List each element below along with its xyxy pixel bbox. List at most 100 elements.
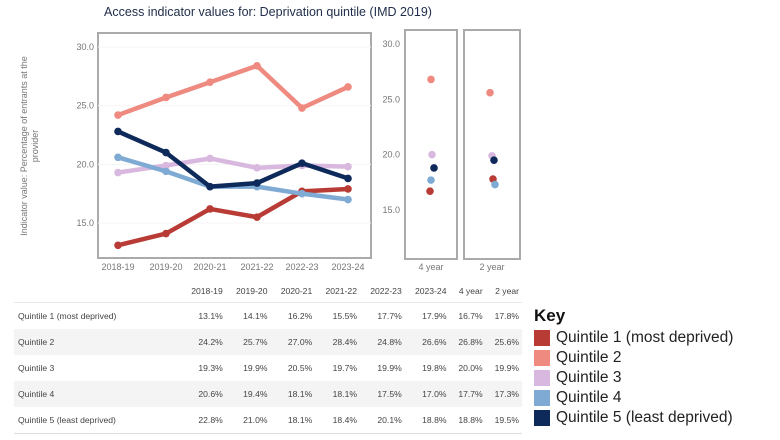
table-cell: 15.5%	[332, 311, 357, 321]
column-header: 2021-22	[325, 286, 357, 296]
aggregate-point	[491, 180, 499, 189]
row-label: Quintile 1 (most deprived)	[18, 311, 117, 321]
y-tick-label: 25.0	[76, 101, 94, 111]
table-cell: 17.0%	[422, 389, 447, 399]
x-tick-label: 2019-20	[149, 262, 182, 272]
data-point	[162, 93, 170, 102]
legend-swatch	[534, 350, 550, 366]
table-row: Quintile 5 (least deprived) 22.8% 21.0% 18.…	[14, 407, 522, 434]
table-cell: 21.0%	[243, 415, 268, 425]
table-cell: 18.1%	[332, 389, 357, 399]
table-cell: 16.7%	[458, 311, 483, 321]
data-point	[114, 127, 122, 136]
table-cell: 17.8%	[494, 311, 519, 321]
data-point	[253, 179, 261, 187]
column-header: 2020-21	[280, 286, 313, 296]
column-header: 2019-20	[235, 286, 268, 296]
legend-label: Quintile 2	[556, 349, 622, 366]
column-header: 4 year	[458, 286, 483, 296]
table-cell: 17.7%	[377, 311, 402, 321]
aggregate-point	[426, 187, 434, 195]
data-point	[206, 205, 214, 213]
table-cell: 18.4%	[332, 415, 357, 425]
legend-item: Quintile 5 (least deprived)	[534, 408, 733, 428]
side-y-tick-label: 25.0	[382, 94, 400, 104]
table-cell: 18.1%	[287, 415, 313, 425]
aggregate-point	[486, 88, 494, 97]
data-point	[344, 162, 352, 171]
data-point	[253, 213, 261, 221]
legend: Key Quintile 1 (most deprived) Quintile 2…	[534, 306, 733, 428]
table-cell: 18.8%	[458, 415, 483, 425]
legend-title: Key	[534, 306, 566, 325]
table-cell: 19.5%	[494, 415, 519, 425]
table-cell: 24.8%	[377, 337, 402, 347]
data-point	[344, 83, 352, 91]
aggregate-point	[427, 176, 435, 184]
data-point	[162, 167, 170, 176]
column-header: 2 year	[495, 286, 519, 296]
table-cell: 19.9%	[243, 363, 268, 373]
column-header	[14, 280, 181, 303]
table-cell: 25.6%	[494, 337, 519, 347]
data-point	[344, 185, 352, 193]
table-cell: 20.5%	[287, 363, 313, 373]
data-point	[162, 229, 170, 238]
table-cell: 28.4%	[332, 337, 357, 347]
table-row: Quintile 4 20.6% 19.4% 18.1% 18.1% 17.5% 17.0%…	[14, 381, 522, 407]
table-cell: 26.6%	[422, 337, 447, 347]
row-label: Quintile 5 (least deprived)	[18, 415, 116, 425]
data-point	[114, 168, 122, 177]
data-point	[298, 104, 306, 112]
y-tick-label: 30.0	[76, 42, 94, 52]
side-y-tick-label: 20.0	[382, 150, 400, 160]
x-tick-label: 2021-22	[240, 262, 273, 272]
x-tick-label: 2018-19	[101, 262, 134, 272]
table-row: Quintile 1 (most deprived) 13.1% 14.1% 16.2…	[14, 303, 522, 330]
row-label: Quintile 3	[18, 363, 55, 373]
y-tick-label: 20.0	[76, 159, 94, 169]
legend-swatch	[534, 330, 550, 346]
data-point	[344, 195, 352, 204]
column-header: 2022-23	[370, 286, 402, 296]
x-tick-label: 4 year	[418, 262, 443, 272]
table-cell: 26.8%	[458, 337, 483, 347]
data-table: 2018-19 2019-20 2020-21 2021-22 2022-23 2023-…	[14, 280, 522, 434]
side-panel-frame	[404, 29, 458, 260]
aggregate-point	[490, 156, 498, 164]
aggregate-point	[427, 75, 435, 84]
table-cell: 17.3%	[494, 389, 519, 399]
table-cell: 20.0%	[458, 363, 483, 373]
data-point	[162, 161, 170, 170]
side-panel-frame	[463, 29, 521, 260]
column-header: 2018-19	[191, 286, 223, 296]
data-point	[253, 164, 261, 172]
table-cell: 19.4%	[243, 389, 268, 399]
table-cell: 20.1%	[377, 415, 402, 425]
table-cell: 27.0%	[287, 337, 313, 347]
table-cell: 14.1%	[243, 311, 268, 321]
x-tick-label: 2023-24	[331, 262, 364, 272]
table-cell: 20.6%	[198, 389, 223, 399]
table-cell: 17.5%	[377, 389, 402, 399]
data-point	[206, 78, 214, 86]
table-cell: 16.2%	[287, 311, 313, 321]
column-header: 2023-24	[414, 286, 447, 296]
legend-swatch	[534, 370, 550, 386]
aggregate-point	[428, 150, 436, 159]
table-row: Quintile 3 19.3% 19.9% 20.5% 19.7% 19.9% 19.8%…	[14, 355, 522, 381]
chart-title: Access indicator values for: Deprivation…	[104, 5, 432, 19]
legend-swatch	[534, 390, 550, 406]
data-point	[344, 174, 352, 183]
table-cell: 18.1%	[287, 389, 313, 399]
data-point	[298, 189, 306, 198]
data-point	[298, 159, 306, 167]
legend-item: Quintile 1 (most deprived)	[534, 328, 733, 348]
series-line	[117, 129, 349, 189]
legend-item: Quintile 4	[534, 388, 733, 408]
table-row: Quintile 2 24.2% 25.7% 27.0% 28.4% 24.8% 26.6%…	[14, 329, 522, 355]
table-cell: 19.9%	[494, 363, 519, 373]
table-cell: 19.9%	[377, 363, 402, 373]
legend-label: Quintile 5 (least deprived)	[556, 409, 733, 426]
data-point	[253, 61, 261, 70]
